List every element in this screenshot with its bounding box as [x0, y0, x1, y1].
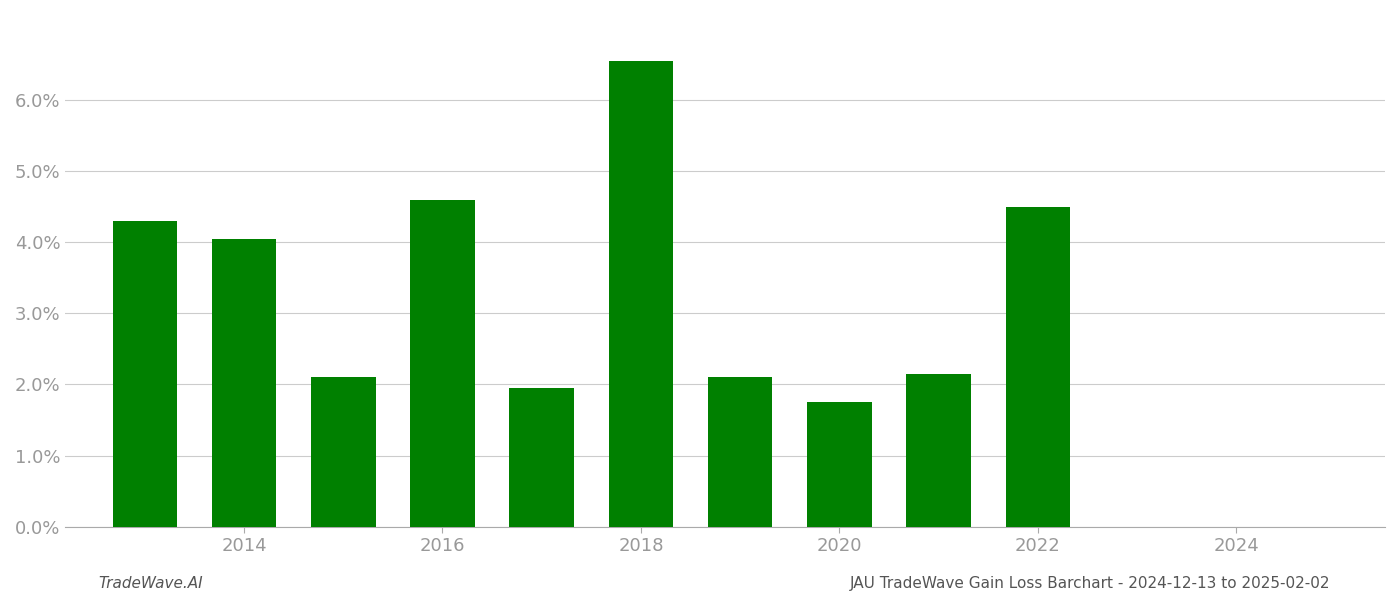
- Bar: [906, 374, 970, 527]
- Bar: [609, 61, 673, 527]
- Bar: [311, 377, 375, 527]
- Text: TradeWave.AI: TradeWave.AI: [98, 576, 203, 591]
- Bar: [211, 239, 276, 527]
- Bar: [708, 377, 773, 527]
- Bar: [806, 402, 872, 527]
- Bar: [112, 221, 176, 527]
- Bar: [510, 388, 574, 527]
- Bar: [410, 200, 475, 527]
- Text: JAU TradeWave Gain Loss Barchart - 2024-12-13 to 2025-02-02: JAU TradeWave Gain Loss Barchart - 2024-…: [850, 576, 1330, 591]
- Bar: [1005, 207, 1070, 527]
